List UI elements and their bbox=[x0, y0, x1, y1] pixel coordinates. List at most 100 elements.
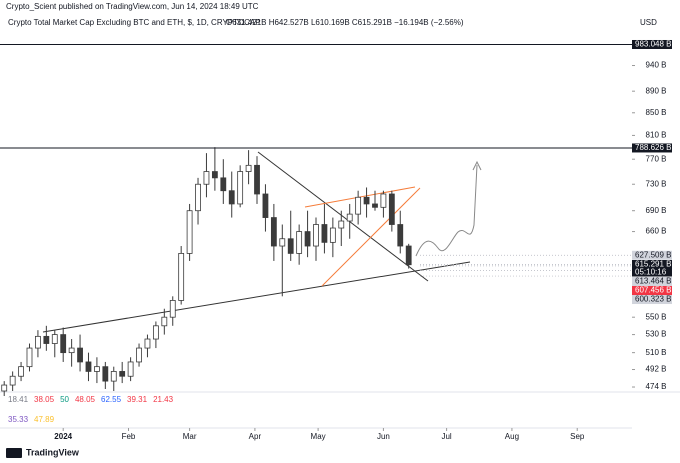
price-label-box bbox=[632, 260, 672, 270]
y-tick-label: 890 B bbox=[646, 86, 667, 95]
candle-body bbox=[77, 347, 83, 363]
y-tick-label: 550 B bbox=[646, 312, 667, 321]
candle-body bbox=[287, 238, 294, 254]
candle-body bbox=[296, 231, 303, 254]
indicator-value: 18.41 bbox=[8, 395, 29, 404]
candle-body bbox=[355, 196, 362, 215]
y-tick-label: 530 B bbox=[646, 330, 667, 339]
published-line: Crypto_Scient published on TradingView.c… bbox=[6, 2, 259, 11]
y-tick-label: 850 B bbox=[646, 108, 667, 117]
candle-body bbox=[262, 193, 269, 218]
candle-body bbox=[195, 183, 201, 212]
price-label: 607.456 B bbox=[635, 286, 671, 295]
indicator-value: 38.05 bbox=[34, 395, 55, 404]
logo bbox=[6, 448, 22, 458]
indicator-value: 21.43 bbox=[153, 395, 174, 404]
y-tick-label: 660 B bbox=[646, 227, 667, 236]
x-tick-label: Apr bbox=[249, 432, 262, 441]
candle-body bbox=[304, 231, 311, 247]
price-label: 615.291 B bbox=[635, 260, 671, 269]
candle-body bbox=[169, 300, 176, 318]
candle-body bbox=[186, 210, 193, 254]
y-tick-label: 940 B bbox=[646, 61, 667, 70]
y-tick-label: 690 B bbox=[646, 206, 667, 215]
x-tick-label: Sep bbox=[570, 432, 585, 441]
wedge-lower bbox=[321, 187, 421, 287]
indicator-value: 50 bbox=[60, 395, 69, 404]
support-line bbox=[42, 261, 471, 333]
countdown: 05:10:16 bbox=[635, 268, 667, 277]
candle-body bbox=[388, 193, 395, 225]
price-label-box bbox=[632, 39, 672, 49]
footer-brand: TradingView bbox=[26, 447, 80, 457]
projection-path bbox=[415, 164, 478, 257]
candle-body bbox=[228, 190, 235, 205]
price-label-box bbox=[632, 277, 672, 287]
candle-body bbox=[329, 227, 336, 243]
y-tick-label: 474 B bbox=[646, 382, 667, 391]
candle-body bbox=[43, 335, 50, 344]
indicator-value: 47.89 bbox=[34, 415, 55, 424]
y-tick-label: 730 B bbox=[646, 179, 667, 188]
indicator-value: 35.33 bbox=[8, 415, 29, 424]
candle-body bbox=[35, 335, 41, 349]
candle-body bbox=[245, 164, 252, 172]
resistance-line bbox=[257, 151, 429, 282]
candle-body bbox=[18, 366, 24, 377]
price-label-box bbox=[632, 286, 672, 296]
candle-body bbox=[110, 371, 117, 382]
candle-body bbox=[85, 361, 92, 372]
candle-body bbox=[152, 325, 159, 340]
candle-body bbox=[68, 347, 75, 354]
candle-body bbox=[363, 196, 370, 205]
candle-body bbox=[94, 366, 100, 372]
price-label: 788.626 B bbox=[635, 143, 671, 152]
x-tick-label: Mar bbox=[183, 432, 197, 441]
candle-body bbox=[254, 164, 260, 195]
projection-arrow bbox=[472, 160, 482, 171]
indicator-value: 62.55 bbox=[101, 395, 122, 404]
y-tick-label: 770 B bbox=[646, 154, 667, 163]
candle-body bbox=[161, 316, 168, 327]
candle-body bbox=[220, 177, 227, 192]
indicator-value: 48.05 bbox=[75, 395, 96, 404]
candle-body bbox=[372, 203, 378, 208]
candle-body bbox=[313, 224, 319, 247]
price-label: 627.509 B bbox=[635, 250, 671, 259]
candle-body bbox=[144, 338, 151, 349]
candle-body bbox=[1, 384, 8, 392]
candle-body bbox=[321, 224, 328, 243]
candle-body bbox=[102, 366, 109, 382]
indicator-value: 39.31 bbox=[127, 395, 148, 404]
candle-body bbox=[346, 213, 353, 222]
countdown-box bbox=[632, 268, 672, 277]
candle-body bbox=[9, 375, 16, 386]
candle-body bbox=[119, 371, 126, 377]
candle-body bbox=[279, 238, 286, 247]
candle-body bbox=[380, 193, 387, 208]
candle-body bbox=[178, 253, 185, 301]
candle-body bbox=[211, 171, 218, 179]
price-label: 983.048 B bbox=[635, 40, 671, 49]
candle-body bbox=[136, 347, 142, 363]
price-label-box bbox=[632, 250, 672, 260]
candle-body bbox=[203, 171, 210, 185]
y-tick-label: 510 B bbox=[646, 348, 667, 357]
x-tick-label: 2024 bbox=[54, 432, 72, 441]
x-tick-label: Jun bbox=[377, 432, 390, 441]
ohlc-line: O631.421B H642.527B L610.169B C615.291B … bbox=[226, 18, 464, 27]
candle-body bbox=[237, 171, 244, 205]
candle-body bbox=[397, 224, 404, 247]
candle-body bbox=[51, 334, 58, 344]
y-tick-label: 810 B bbox=[646, 131, 667, 140]
x-tick-label: Aug bbox=[505, 432, 519, 441]
y-tick-label: 492 B bbox=[646, 365, 667, 374]
x-tick-label: May bbox=[311, 432, 326, 441]
price-label-box bbox=[632, 295, 672, 305]
footer: TradingView bbox=[6, 447, 80, 458]
price-label: 600.323 B bbox=[635, 295, 671, 304]
candle-body bbox=[270, 217, 277, 247]
currency: USD bbox=[640, 18, 657, 27]
